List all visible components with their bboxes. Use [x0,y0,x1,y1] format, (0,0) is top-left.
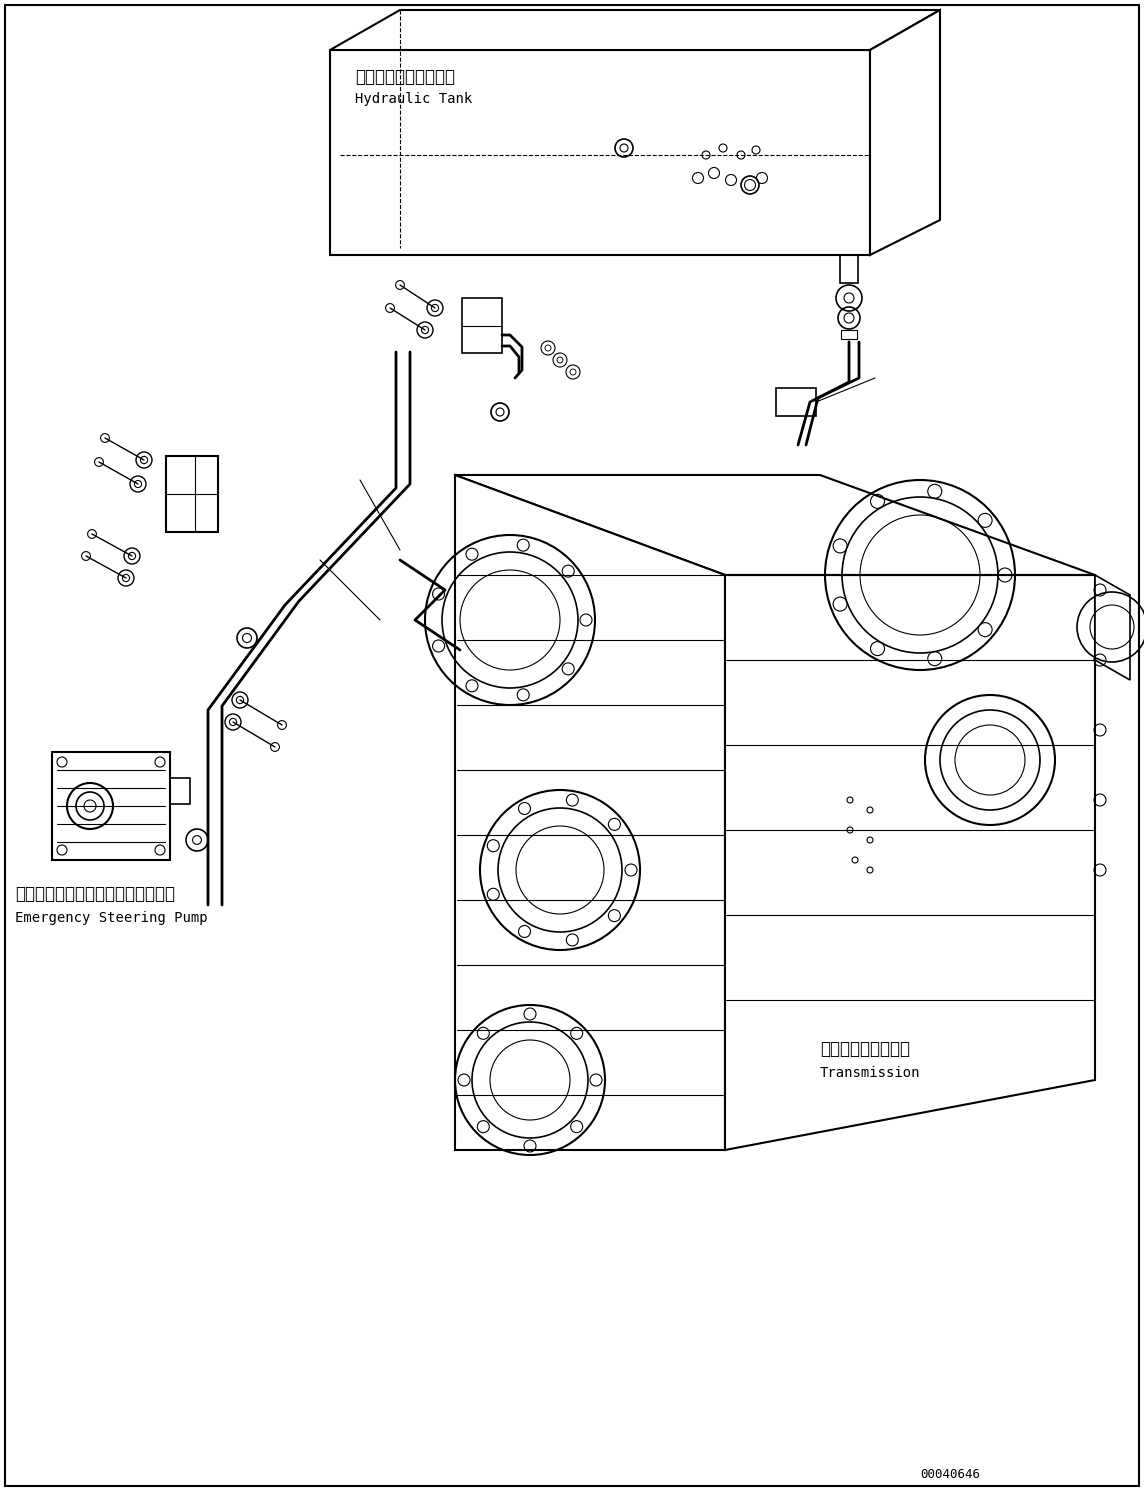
Text: ハイドロリックタンク: ハイドロリックタンク [355,69,455,86]
Polygon shape [455,476,1095,576]
Text: Emergency Steering Pump: Emergency Steering Pump [15,911,207,924]
Polygon shape [329,51,869,255]
Text: 00040646: 00040646 [920,1469,980,1481]
Text: エマージェンシステアリングポンプ: エマージェンシステアリングポンプ [15,886,175,904]
Polygon shape [869,10,940,255]
Bar [170,778,190,804]
Bar [841,330,857,338]
Bar [840,255,858,283]
Text: Transmission: Transmission [820,1066,921,1079]
Polygon shape [725,576,1095,1150]
Bar [166,456,219,532]
Polygon shape [1095,576,1130,680]
Text: Hydraulic Tank: Hydraulic Tank [355,92,472,106]
Bar [51,751,170,860]
Bar [776,388,816,416]
Text: トランスミッション: トランスミッション [820,1041,909,1059]
Bar [462,298,502,353]
Polygon shape [455,476,725,1150]
Polygon shape [329,10,940,51]
